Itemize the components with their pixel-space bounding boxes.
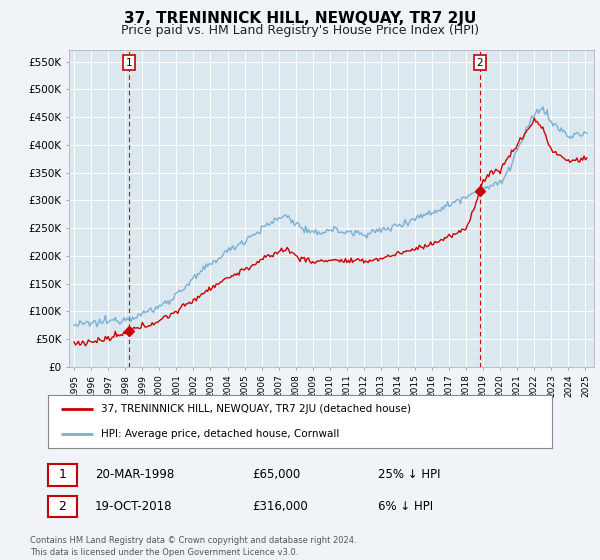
Text: 1: 1 xyxy=(58,468,67,482)
Text: £316,000: £316,000 xyxy=(252,500,308,514)
Text: Price paid vs. HM Land Registry's House Price Index (HPI): Price paid vs. HM Land Registry's House … xyxy=(121,24,479,37)
Text: £65,000: £65,000 xyxy=(252,468,300,482)
Text: 1: 1 xyxy=(125,58,133,68)
Text: 2: 2 xyxy=(58,500,67,514)
Text: 37, TRENINNICK HILL, NEWQUAY, TR7 2JU (detached house): 37, TRENINNICK HILL, NEWQUAY, TR7 2JU (d… xyxy=(101,404,411,414)
Text: 20-MAR-1998: 20-MAR-1998 xyxy=(95,468,174,482)
Text: 37, TRENINNICK HILL, NEWQUAY, TR7 2JU: 37, TRENINNICK HILL, NEWQUAY, TR7 2JU xyxy=(124,11,476,26)
Text: 6% ↓ HPI: 6% ↓ HPI xyxy=(378,500,433,514)
Text: HPI: Average price, detached house, Cornwall: HPI: Average price, detached house, Corn… xyxy=(101,428,339,438)
Text: 25% ↓ HPI: 25% ↓ HPI xyxy=(378,468,440,482)
Text: 2: 2 xyxy=(476,58,483,68)
Text: Contains HM Land Registry data © Crown copyright and database right 2024.
This d: Contains HM Land Registry data © Crown c… xyxy=(30,536,356,557)
Text: 19-OCT-2018: 19-OCT-2018 xyxy=(95,500,172,514)
